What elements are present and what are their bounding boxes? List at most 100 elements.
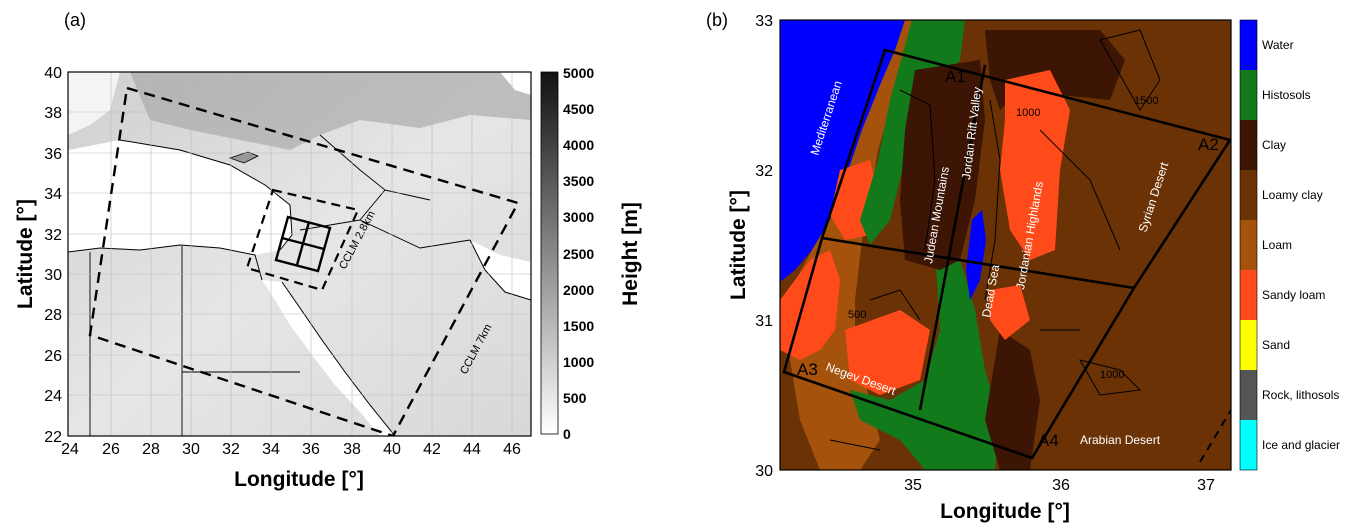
panel-b: (b) [706,10,1340,523]
contour-label: 1000 [1016,107,1040,119]
xtick: 30 [182,441,200,458]
xtick: 44 [463,441,481,458]
study-area-boxes [782,48,1231,460]
legend-label: Loamy clay [1262,188,1323,202]
anatolia-relief [130,72,531,150]
ytick: 40 [44,65,62,82]
cbar-tick: 0 [563,426,571,442]
contour-label: 500 [848,309,866,321]
aegean-sea [68,72,120,135]
ytick: 38 [44,105,62,122]
ytick: 32 [755,163,773,180]
legend-label: Sand [1262,338,1290,352]
soil-legend: Water Histosols Clay Loamy clay Loam San… [1239,19,1340,471]
cbar-tick: 1000 [563,354,594,370]
xtick: 32 [222,441,240,458]
ytick: 22 [44,429,62,446]
cclm-domain-edge [1199,409,1231,463]
elevation-contours [829,29,1161,451]
sandy-loam-negev [845,310,930,395]
ytick: 24 [44,388,62,405]
ytick: 30 [755,463,773,480]
height-colorbar: 5000 4500 4000 3500 3000 2500 2000 1500 … [540,65,642,442]
xtick: 35 [904,477,922,494]
legend-label: Loam [1262,238,1292,252]
ytick: 26 [44,348,62,365]
area-a2: A2 [1198,135,1219,154]
colorbar-gradient [540,71,559,435]
cbar-tick: 1500 [563,318,594,334]
xtick: 40 [383,441,401,458]
ytick: 36 [44,146,62,163]
ytick: 30 [44,267,62,284]
panel-a: (a) [14,10,642,491]
legend-swatch [1240,170,1257,220]
panel-a-xlabel: Longitude [°] [234,468,364,491]
red-sea-east-coast [281,281,396,436]
xtick: 37 [1197,477,1215,494]
legend-swatch [1240,120,1257,170]
legend-swatch [1240,420,1257,470]
legend-swatch [1240,370,1257,420]
xtick: 36 [1052,477,1070,494]
panel-b-label: (b) [706,10,728,30]
legend-label: Water [1262,38,1294,52]
panel-a-map [68,72,531,436]
panel-b-xticks: 35 36 37 [904,477,1215,494]
legend-label: Clay [1262,138,1286,152]
area-a1: A1 [945,67,966,86]
legend-swatch [1240,270,1257,320]
xtick: 36 [302,441,320,458]
caspian-sea [500,72,531,95]
area-a4: A4 [1038,431,1059,450]
panel-b-xlabel: Longitude [°] [940,500,1070,523]
north-africa-coast [68,244,263,281]
legend-label: Histosols [1262,88,1311,102]
sandy-loam-jordanian-highlands [1000,70,1070,260]
cbar-tick: 3500 [563,173,594,189]
panel-a-grid [68,72,531,436]
sandy-loam-east [990,285,1030,340]
ytick: 34 [44,186,62,203]
xtick: 46 [503,441,521,458]
xtick: 42 [423,441,441,458]
legend-swatch [1240,320,1257,370]
ytick: 31 [755,313,773,330]
cbar-tick: 2500 [563,246,594,262]
legend-label: Sandy loam [1262,288,1325,302]
legend-frame [1239,19,1258,471]
cbar-tick: 4000 [563,137,594,153]
panel-b-frame [779,19,1232,471]
levant-coast [119,139,293,251]
panel-b-ylabel: Latitude [°] [727,190,750,300]
legend-swatch [1240,70,1257,120]
cyprus [228,151,259,164]
legend-swatch [1240,220,1257,270]
contour-label: 1000 [1100,369,1124,381]
histosols-rift [850,250,1000,470]
cbar-tick: 500 [563,390,587,406]
panel-b-map [780,20,1231,470]
panel-a-yticks: 22 24 26 28 30 32 34 36 38 40 [44,65,62,446]
panel-a-ylabel: Latitude [°] [14,199,37,309]
clay-south [985,330,1040,470]
cbar-tick: 5000 [563,65,594,81]
legend-label: Ice and glacier [1262,438,1340,452]
ytick: 32 [44,227,62,244]
panel-a-label: (a) [64,10,86,30]
legend-label: Rock, lithosols [1262,388,1339,402]
water-dead-sea [966,210,986,300]
xtick: 26 [102,441,120,458]
red-sea [262,280,395,436]
xtick: 24 [61,441,79,458]
clay-judean [900,60,985,270]
panel-a-xticks: 24 26 28 30 32 34 36 38 40 42 44 46 [61,441,521,458]
ytick: 33 [755,13,773,30]
panel-b-yticks: 30 31 32 33 [755,13,773,480]
xtick: 34 [262,441,280,458]
cclm-7km-domain [88,86,520,436]
panel-a-frame [67,71,532,437]
xtick: 38 [343,441,361,458]
contour-label: 1500 [1134,95,1158,107]
xtick: 28 [142,441,160,458]
